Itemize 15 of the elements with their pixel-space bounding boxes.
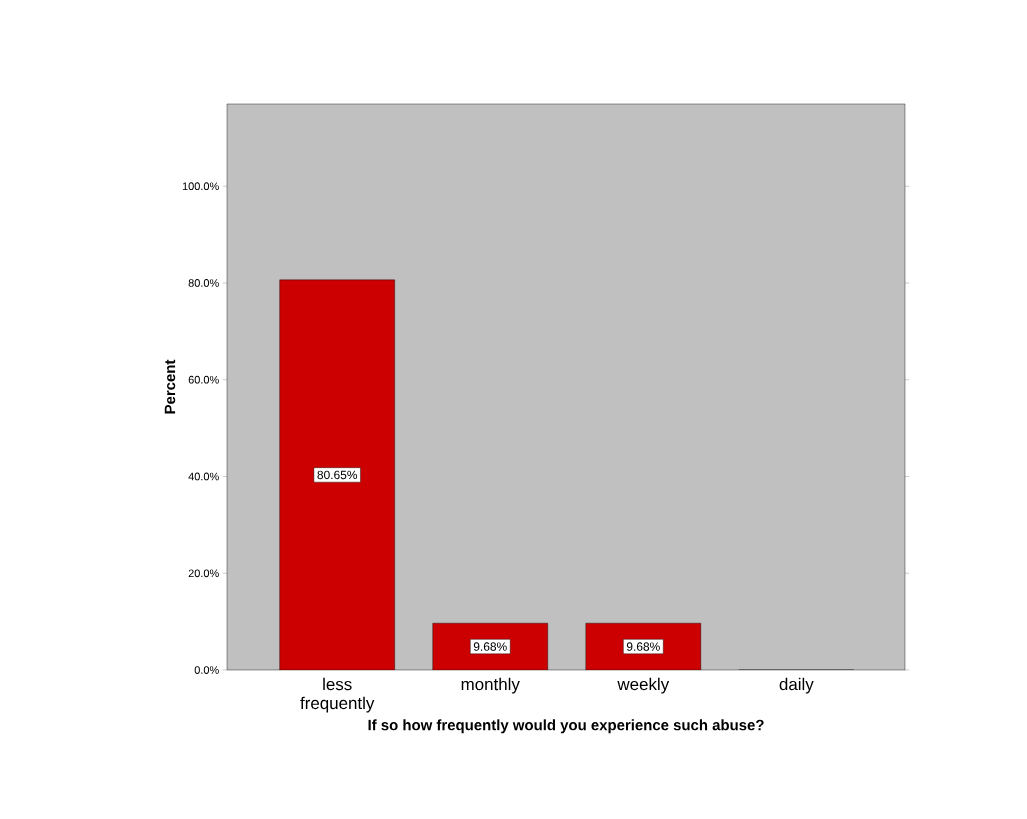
y-tick-label: 60.0% (188, 375, 219, 384)
x-tick-label: weekly (617, 677, 670, 694)
x-tick-label: daily (779, 677, 814, 694)
data-label: 9.68% (626, 642, 660, 651)
data-label: 9.68% (473, 642, 507, 651)
x-tick-label: less frequently (300, 677, 375, 713)
y-tick-label: 20.0% (188, 569, 219, 578)
y-tick-label: 100.0% (182, 182, 219, 191)
x-axis-title: If so how frequently would you experience such abuse? (368, 719, 764, 734)
data-label: 80.65% (317, 470, 358, 480)
x-tick-label: monthly (461, 677, 520, 694)
y-tick-label: 80.0% (188, 279, 219, 287)
y-tick-label: 0.0% (194, 666, 219, 674)
y-axis-title: Percent (164, 359, 176, 414)
y-tick-label: 40.0% (188, 472, 219, 481)
